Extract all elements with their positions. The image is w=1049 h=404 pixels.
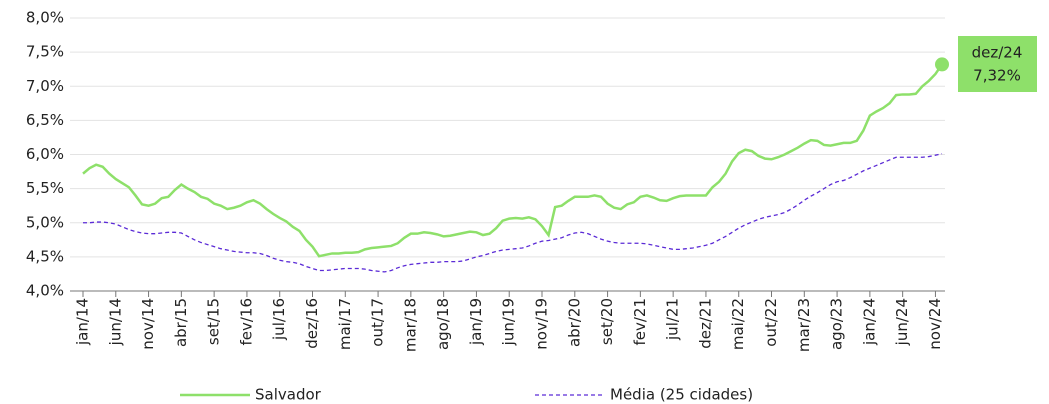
x-tick-label: abr/20 [565, 298, 583, 347]
y-tick-label: 7,5% [26, 43, 64, 61]
x-tick-label: jan/14 [74, 298, 92, 346]
x-tick-label: mar/23 [795, 298, 813, 352]
x-tick-label: jun/24 [893, 298, 911, 346]
annotation-title: dez/24 [972, 44, 1023, 62]
x-tick-label: dez/16 [303, 298, 321, 349]
x-tick-label: ago/23 [828, 298, 846, 350]
x-tick-label: jun/14 [106, 298, 124, 346]
y-tick-label: 7,0% [26, 77, 64, 95]
legend-label: Média (25 cidades) [610, 386, 753, 404]
series-line [82, 63, 944, 258]
x-tick-label: jul/16 [270, 298, 288, 341]
y-tick-label: 5,0% [26, 213, 64, 231]
x-tick-label: set/20 [598, 298, 616, 345]
x-tick-label: jul/21 [664, 298, 682, 341]
x-tick-label: mai/22 [729, 298, 747, 350]
x-tick-label: nov/24 [926, 298, 944, 350]
x-tick-label: nov/14 [139, 298, 157, 350]
x-tick-label: mai/17 [336, 298, 354, 350]
annotation-text: 7,32% [973, 67, 1021, 85]
y-tick-label: 4,0% [26, 282, 64, 300]
x-tick-label: fev/21 [631, 298, 649, 346]
x-tick-label: dez/21 [696, 298, 714, 349]
y-tick-label: 8,0% [26, 9, 64, 27]
x-tick-label: mar/18 [401, 298, 419, 352]
x-tick-label: jun/19 [500, 298, 518, 346]
x-tick-label: jan/19 [467, 298, 485, 346]
y-tick-label: 6,0% [26, 145, 64, 163]
x-tick-label: set/15 [205, 298, 223, 345]
x-tick-label: nov/19 [533, 298, 551, 350]
x-tick-label: jan/24 [860, 298, 878, 346]
y-tick-label: 6,5% [26, 111, 64, 129]
x-tick-label: abr/15 [172, 298, 190, 347]
x-tick-label: out/17 [369, 298, 387, 347]
x-tick-label: out/22 [762, 298, 780, 347]
x-tick-label: fev/16 [237, 298, 255, 346]
y-tick-label: 4,5% [26, 247, 64, 265]
y-tick-label: 5,5% [26, 179, 64, 197]
series-line [83, 153, 943, 273]
x-tick-label: ago/18 [434, 298, 452, 350]
annotation-box [958, 36, 1037, 92]
end-point [935, 57, 949, 72]
legend-label: Salvador [255, 386, 322, 404]
